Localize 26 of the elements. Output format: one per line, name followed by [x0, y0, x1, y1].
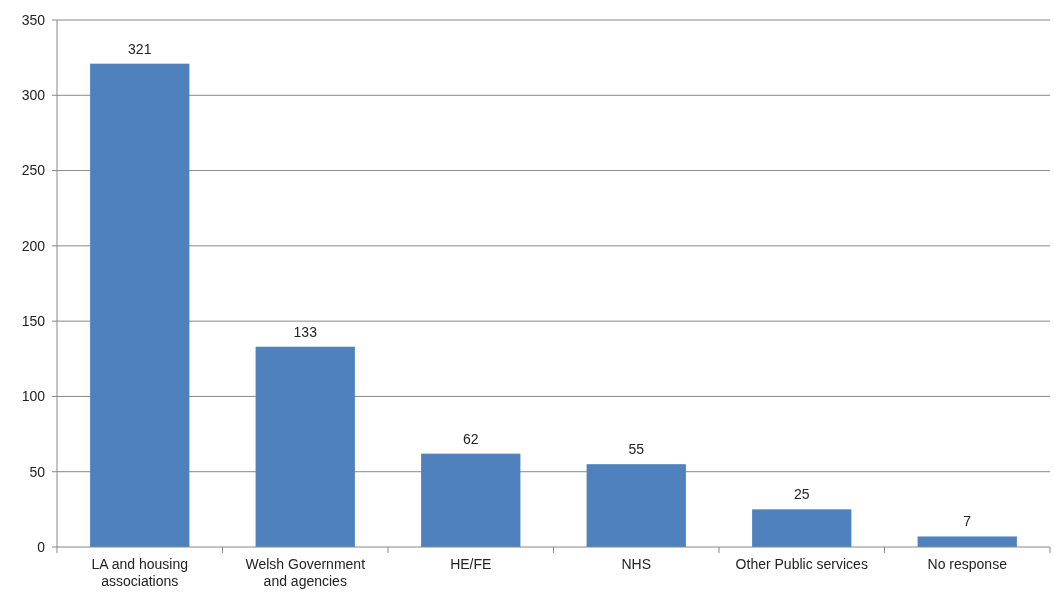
bar — [90, 63, 190, 547]
bar — [421, 453, 521, 547]
data-label: 7 — [963, 513, 972, 530]
x-tick-label: HE/FE — [450, 556, 492, 572]
bar — [586, 464, 686, 547]
x-tick-label: No response — [927, 556, 1008, 572]
data-label: 133 — [293, 323, 318, 340]
data-label: 25 — [793, 486, 810, 503]
y-tick-label: 350 — [21, 11, 46, 28]
x-tick-label: Other Public services — [735, 556, 868, 572]
bar — [752, 509, 852, 547]
x-tick-label: LA and housing associations — [91, 556, 189, 589]
y-tick-label: 150 — [21, 313, 46, 330]
x-tick-label: NHS — [621, 556, 652, 572]
data-label: 321 — [128, 40, 152, 57]
y-tick-label: 100 — [21, 388, 46, 405]
y-tick-label: 0 — [37, 538, 46, 555]
data-label: 55 — [628, 441, 645, 458]
y-tick-label: 300 — [21, 87, 46, 104]
x-tick-label: Welsh Government and agencies — [245, 556, 366, 589]
bar — [255, 346, 355, 547]
y-tick-label: 250 — [21, 162, 46, 179]
y-tick-label: 200 — [21, 237, 46, 254]
data-label: 62 — [462, 430, 479, 447]
bar — [917, 536, 1017, 547]
y-tick-label: 50 — [29, 463, 46, 480]
